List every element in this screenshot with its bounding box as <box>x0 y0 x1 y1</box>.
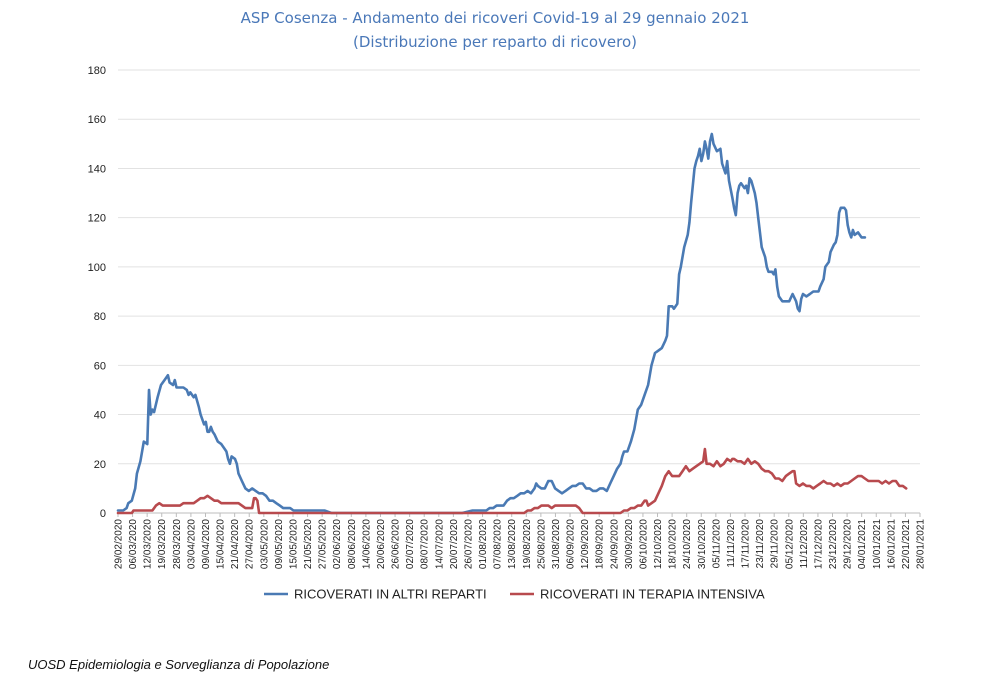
x-tick-label: 06/10/2020 <box>638 519 649 569</box>
x-tick-label: 15/05/2020 <box>288 519 299 569</box>
series-line <box>116 132 867 515</box>
x-tick-label: 20/06/2020 <box>376 519 387 569</box>
x-tick-label: 11/11/2020 <box>726 519 737 568</box>
x-tick-label: 23/11/2020 <box>755 519 766 569</box>
x-tick-label: 07/08/2020 <box>493 519 504 569</box>
x-tick-label: 28/03/2020 <box>172 519 183 569</box>
x-tick-label: 27/04/2020 <box>245 519 256 569</box>
legend-label: RICOVERATI IN TERAPIA INTENSIVA <box>540 587 765 602</box>
x-tick-label: 30/09/2020 <box>624 519 635 569</box>
x-tick-label: 01/08/2020 <box>478 519 489 569</box>
x-tick-label: 23/12/2020 <box>828 519 839 569</box>
x-tick-label: 19/03/2020 <box>157 519 168 569</box>
y-tick-label: 180 <box>88 65 106 77</box>
x-tick-label: 29/12/2020 <box>843 519 854 569</box>
x-tick-label: 02/07/2020 <box>405 519 416 569</box>
x-tick-label: 18/10/2020 <box>668 519 679 569</box>
x-tick-label: 17/11/2020 <box>741 519 752 569</box>
legend: RICOVERATI IN ALTRI REPARTI RICOVERATI IN… <box>264 587 765 602</box>
chart-title: ASP Cosenza - Andamento dei ricoveri Cov… <box>240 9 750 27</box>
x-tick-label: 09/04/2020 <box>201 519 212 569</box>
x-tick-label: 02/06/2020 <box>332 519 343 569</box>
x-tick-label: 12/10/2020 <box>653 519 664 569</box>
y-tick-label: 140 <box>88 163 106 175</box>
x-tick-label: 18/09/2020 <box>595 519 606 569</box>
x-tick-label: 29/11/2020 <box>770 519 781 569</box>
x-tick-label: 10/01/2021 <box>872 519 883 569</box>
x-tick-label: 28/01/2021 <box>916 519 927 569</box>
x-tick-label: 13/08/2020 <box>507 519 518 569</box>
y-tick-label: 80 <box>94 311 106 323</box>
x-tick-label: 25/08/2020 <box>536 519 547 569</box>
x-tick-label: 12/09/2020 <box>580 519 591 569</box>
legend-label: RICOVERATI IN ALTRI REPARTI <box>294 587 487 602</box>
x-tick-label: 08/07/2020 <box>420 519 431 569</box>
y-tick-label: 120 <box>88 213 106 225</box>
x-tick-label: 20/07/2020 <box>449 519 460 569</box>
y-tick-label: 160 <box>88 114 106 126</box>
x-tick-label: 19/08/2020 <box>522 519 533 569</box>
series-line <box>116 447 908 515</box>
x-tick-label: 03/04/2020 <box>186 519 197 569</box>
x-tick-label: 29/02/2020 <box>114 519 125 569</box>
gridlines <box>118 69 920 514</box>
x-tick-label: 27/05/2020 <box>318 519 329 569</box>
x-tick-label: 21/05/2020 <box>303 519 314 569</box>
x-tick-label: 05/11/2020 <box>711 519 722 569</box>
x-tick-label: 08/06/2020 <box>347 519 358 569</box>
x-tick-label: 26/06/2020 <box>391 519 402 569</box>
x-tick-label: 05/12/2020 <box>784 519 795 569</box>
x-tick-label: 26/07/2020 <box>463 519 474 569</box>
x-axis: 29/02/2020 06/03/2020 12/03/2020 19/03/2020… <box>114 513 927 569</box>
x-tick-label: 21/04/2020 <box>230 519 241 569</box>
x-tick-label: 24/09/2020 <box>609 519 620 569</box>
x-tick-label: 06/03/2020 <box>128 519 139 569</box>
y-tick-label: 40 <box>94 410 106 422</box>
x-tick-label: 15/04/2020 <box>216 519 227 569</box>
x-tick-label: 09/05/2020 <box>274 519 285 569</box>
y-axis: 0 20 40 60 80 100 120 140 160 180 <box>88 65 106 520</box>
y-tick-label: 0 <box>100 508 106 520</box>
x-tick-label: 14/07/2020 <box>434 519 445 569</box>
x-tick-label: 12/03/2020 <box>143 519 154 569</box>
chart-subtitle: (Distribuzione per reparto di ricovero) <box>353 33 637 51</box>
y-tick-label: 20 <box>94 459 106 471</box>
x-tick-label: 31/08/2020 <box>551 519 562 569</box>
x-tick-label: 24/10/2020 <box>682 519 693 569</box>
x-tick-label: 17/12/2020 <box>813 519 824 569</box>
x-tick-label: 22/01/2021 <box>901 519 912 569</box>
x-tick-label: 06/09/2020 <box>566 519 577 569</box>
x-tick-label: 30/10/2020 <box>697 519 708 569</box>
x-tick-label: 14/06/2020 <box>361 519 372 569</box>
y-tick-label: 100 <box>88 262 106 274</box>
footer-note: UOSD Epidemiologia e Sorveglianza di Pop… <box>28 657 330 672</box>
x-tick-label: 16/01/2021 <box>886 519 897 569</box>
x-tick-label: 04/01/2021 <box>857 519 868 569</box>
series-lines <box>116 132 908 515</box>
x-tick-label: 03/05/2020 <box>259 519 270 569</box>
x-tick-label: 11/12/2020 <box>799 519 810 569</box>
y-tick-label: 60 <box>94 360 106 372</box>
